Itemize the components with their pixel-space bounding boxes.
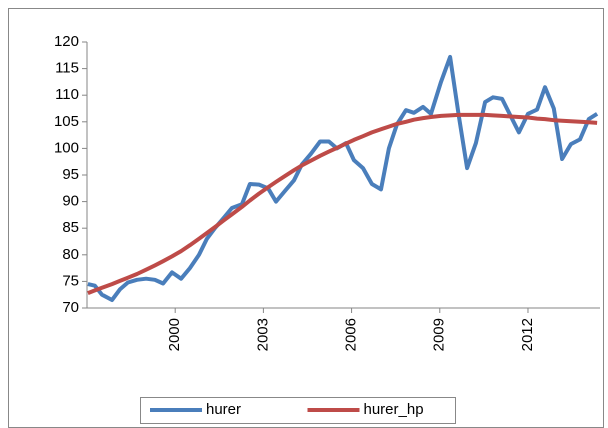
y-tick-label: 100 bbox=[54, 139, 79, 156]
y-tick-label: 95 bbox=[62, 166, 79, 183]
y-tick-label: 85 bbox=[62, 219, 79, 236]
y-tick-label: 120 bbox=[54, 33, 79, 50]
series-line bbox=[87, 112, 598, 295]
x-tick-label: 2006 bbox=[343, 318, 360, 351]
y-tick-label: 80 bbox=[62, 246, 79, 263]
x-tick-label: 2012 bbox=[519, 318, 536, 351]
y-tick-label: 115 bbox=[55, 60, 79, 77]
y-tick-label: 90 bbox=[62, 193, 79, 210]
y-tick-label: 70 bbox=[62, 299, 79, 316]
y-tick-label: 75 bbox=[62, 272, 79, 289]
legend-label: hurer_hp bbox=[364, 401, 424, 418]
x-tick-label: 2003 bbox=[254, 318, 271, 351]
y-tick-label: 110 bbox=[55, 86, 79, 103]
legend-label: hurer bbox=[206, 401, 241, 418]
x-tick-label: 2000 bbox=[166, 318, 183, 351]
chart-frame bbox=[8, 8, 604, 428]
x-tick-label: 2009 bbox=[431, 318, 448, 351]
y-tick-label: 105 bbox=[54, 113, 79, 130]
